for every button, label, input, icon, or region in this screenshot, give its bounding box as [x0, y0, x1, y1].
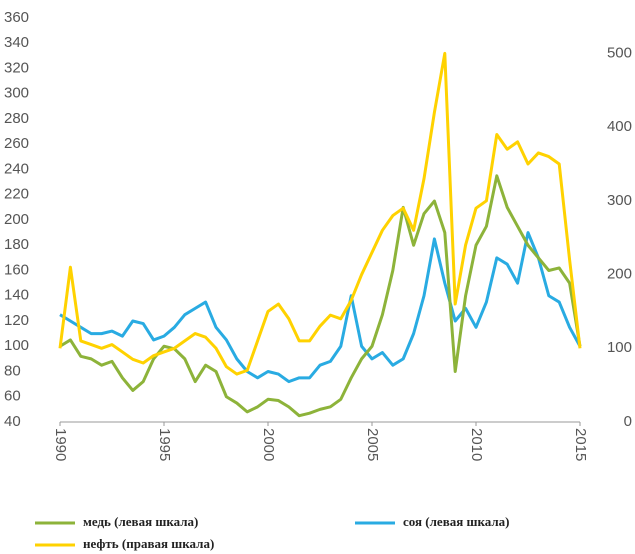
y2-tick-label: 100 — [607, 339, 632, 356]
y-tick-label: 80 — [4, 362, 21, 379]
y-tick-label: 40 — [4, 413, 21, 430]
y-tick-label: 160 — [4, 261, 29, 278]
x-tick-label: 2005 — [364, 428, 381, 461]
x-tick-label: 2010 — [468, 428, 485, 461]
x-tick-label: 1990 — [52, 428, 69, 461]
y-tick-label: 340 — [4, 34, 29, 51]
legend-label: медь (левая шкала) — [83, 514, 198, 529]
y2-tick-label: 400 — [607, 118, 632, 135]
y-tick-label: 100 — [4, 337, 29, 354]
legend-label: нефть (правая шкала) — [83, 536, 214, 551]
x-tick-label: 2000 — [260, 428, 277, 461]
y-tick-label: 300 — [4, 85, 29, 102]
series-line — [59, 231, 582, 384]
y-tick-label: 220 — [4, 186, 29, 203]
series-line — [58, 51, 582, 376]
y-tick-label: 140 — [4, 287, 29, 304]
y2-tick-label: 500 — [607, 44, 632, 61]
y-tick-label: 360 — [4, 9, 29, 26]
y2-tick-label: 300 — [607, 192, 632, 209]
y-tick-label: 280 — [4, 110, 29, 127]
x-tick-label: 1995 — [156, 428, 173, 461]
y2-tick-label: 0 — [624, 413, 632, 430]
y-tick-label: 180 — [4, 236, 29, 253]
legend-label: соя (левая шкала) — [403, 514, 510, 529]
y-tick-label: 240 — [4, 160, 29, 177]
x-tick-label: 2015 — [572, 428, 589, 461]
y-tick-label: 120 — [4, 312, 29, 329]
y-tick-label: 60 — [4, 388, 21, 405]
y-tick-label: 200 — [4, 211, 29, 228]
series-line — [59, 174, 582, 418]
y-tick-label: 320 — [4, 59, 29, 76]
y-tick-label: 260 — [4, 135, 29, 152]
y2-tick-label: 200 — [607, 266, 632, 283]
